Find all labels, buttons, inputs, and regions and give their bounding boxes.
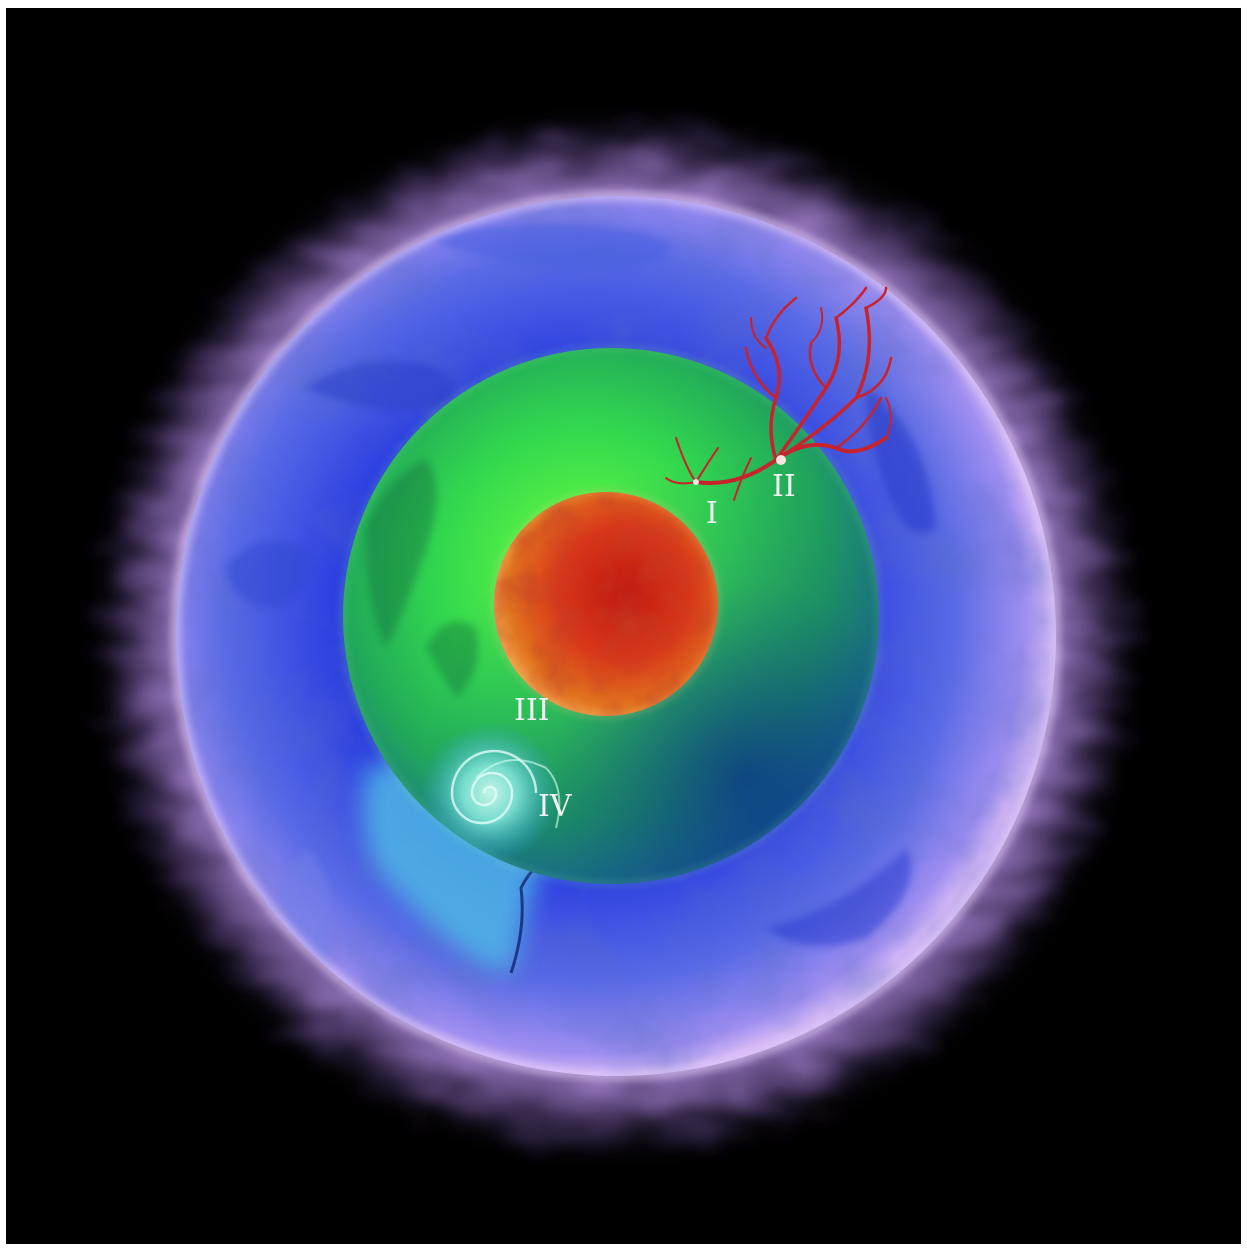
illustration-canvas: I II III IV [6, 8, 1241, 1244]
branching-vessel-icon [665, 286, 893, 501]
label-iv: IV [538, 789, 573, 824]
label-i: I [706, 496, 718, 531]
inner-core [492, 490, 720, 718]
spiral-vortex-icon [420, 723, 561, 863]
layered-sphere-diagram: I II III IV [96, 116, 1136, 1156]
label-ii: II [772, 469, 796, 504]
label-iii: III [514, 693, 550, 728]
